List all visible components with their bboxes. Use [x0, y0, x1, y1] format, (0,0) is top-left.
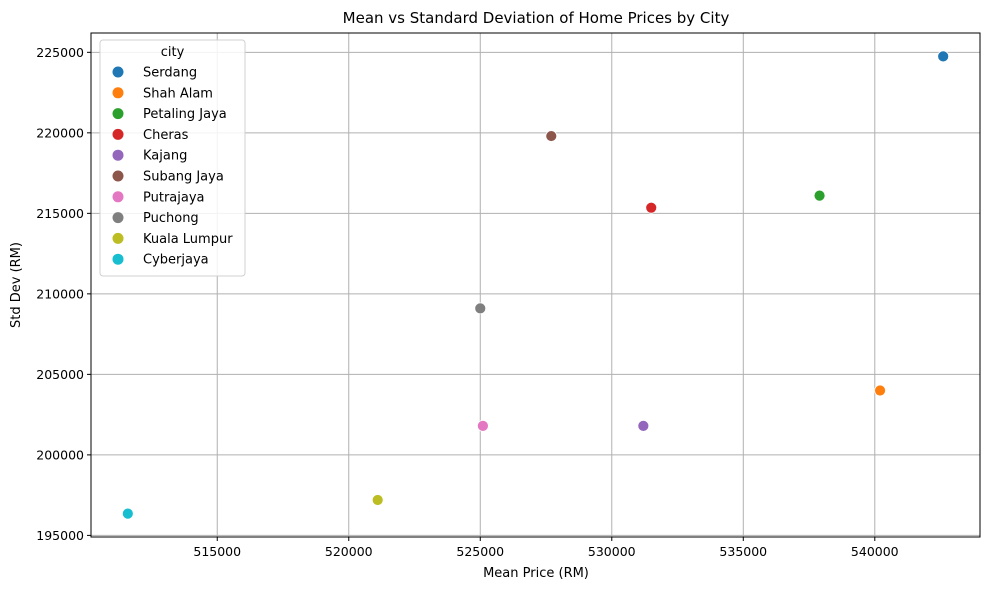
legend-marker: [112, 170, 124, 182]
legend: city Serdang Shah Alam Petaling Jaya Cheras K…: [99, 39, 246, 277]
legend-entry: Putrajaya: [143, 190, 205, 205]
x-tick-label: 540000: [851, 544, 899, 559]
data-point: [645, 201, 658, 214]
x-tick-label: 530000: [588, 544, 636, 559]
y-tick-label: 210000: [36, 286, 84, 301]
legend-entry: Petaling Jaya: [143, 107, 227, 122]
chart-title: Mean vs Standard Deviation of Home Price…: [343, 9, 730, 27]
legend-marker: [112, 87, 124, 99]
x-tick-label: 520000: [325, 544, 373, 559]
legend-entry: Kuala Lumpur: [143, 232, 233, 247]
axis-ticks: 515000 520000 525000 530000 535000 540000 1950…: [36, 45, 898, 559]
data-point: [121, 507, 134, 520]
legend-entry: Shah Alam: [143, 86, 213, 101]
y-tick-label: 225000: [36, 45, 84, 60]
data-point: [474, 302, 487, 315]
legend-title: city: [161, 45, 185, 60]
y-axis-label: Std Dev (RM): [9, 242, 24, 328]
legend-entry: Serdang: [143, 66, 197, 81]
y-tick-label: 215000: [36, 206, 84, 221]
legend-marker: [112, 253, 124, 265]
y-tick-label: 205000: [36, 367, 84, 382]
legend-marker: [112, 149, 124, 161]
data-point: [813, 189, 826, 202]
legend-marker: [112, 191, 124, 203]
legend-marker: [112, 128, 124, 140]
legend-marker: [112, 108, 124, 120]
legend-entry: Puchong: [143, 211, 199, 226]
x-tick-label: 535000: [719, 544, 767, 559]
legend-entry: Cyberjaya: [143, 253, 209, 268]
y-tick-label: 220000: [36, 125, 84, 140]
data-point: [874, 384, 886, 397]
x-tick-label: 515000: [193, 544, 241, 559]
data-point: [545, 130, 558, 142]
plot-frame: [90, 32, 981, 538]
x-axis-label: Mean Price (RM): [483, 566, 589, 581]
data-point: [476, 419, 489, 432]
data-point: [637, 419, 650, 432]
y-tick-label: 200000: [36, 447, 84, 462]
legend-entry: Kajang: [143, 149, 187, 164]
legend-marker: [112, 232, 124, 244]
legend-marker: [112, 66, 124, 78]
legend-marker: [112, 212, 124, 224]
data-point: [937, 50, 950, 63]
data-point: [371, 494, 384, 506]
x-tick-label: 525000: [456, 544, 504, 559]
legend-box: [99, 39, 246, 277]
data-points: [121, 50, 950, 520]
y-tick-label: 195000: [36, 528, 84, 543]
legend-entry: Subang Jaya: [143, 170, 224, 185]
legend-entry: Cheras: [143, 128, 189, 143]
